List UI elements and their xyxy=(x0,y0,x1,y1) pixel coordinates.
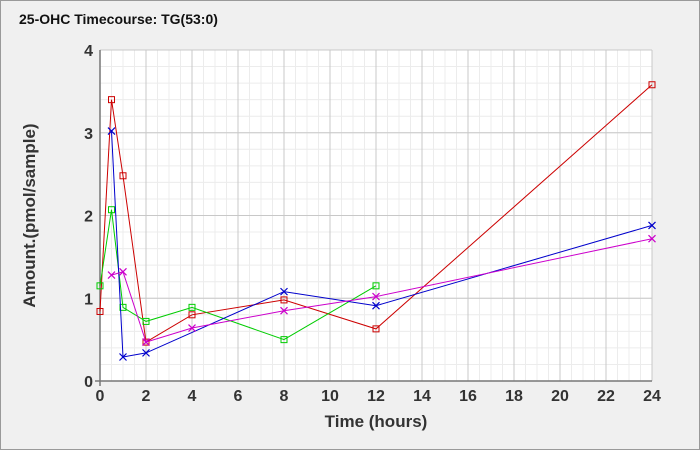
data-point-stroke xyxy=(280,306,288,315)
data-point-stroke xyxy=(119,267,127,276)
data-point xyxy=(108,206,115,214)
y-tick-label: 1 xyxy=(84,291,93,308)
y-axis-label: Amount.(pmol/sample) xyxy=(20,123,39,307)
series-4 xyxy=(107,234,656,347)
data-point xyxy=(107,271,116,280)
x-tick-label: 16 xyxy=(459,388,477,405)
x-tick-label: 22 xyxy=(597,388,615,405)
axes xyxy=(95,50,652,386)
series-3 xyxy=(107,127,656,361)
x-tick-label: 8 xyxy=(280,388,289,405)
data-point xyxy=(96,307,104,315)
data-point xyxy=(188,311,196,319)
x-tick-label: 2 xyxy=(142,388,151,405)
y-tick-label: 3 xyxy=(84,126,93,143)
x-tick-label: 14 xyxy=(413,388,431,405)
data-point xyxy=(372,292,380,301)
y-tick-label: 4 xyxy=(84,43,93,60)
data-point xyxy=(119,353,127,361)
x-tick-label: 18 xyxy=(505,388,523,405)
data-point-stroke xyxy=(107,127,116,136)
data-point-stroke xyxy=(188,324,196,332)
data-point xyxy=(648,234,656,243)
data-point xyxy=(142,348,150,357)
x-tick-label: 20 xyxy=(551,388,569,405)
data-point xyxy=(96,282,104,290)
data-point-stroke xyxy=(119,353,127,361)
series-layer xyxy=(96,81,656,361)
data-point xyxy=(108,96,115,104)
y-tick-label: 0 xyxy=(84,374,93,391)
x-tick-label: 24 xyxy=(643,388,661,405)
data-point-stroke xyxy=(142,338,150,347)
data-point-stroke xyxy=(372,301,380,310)
data-point xyxy=(142,338,150,347)
data-point xyxy=(119,267,127,276)
data-point xyxy=(280,306,288,315)
x-tick-label: 12 xyxy=(367,388,385,405)
data-point-stroke xyxy=(648,234,656,243)
data-point xyxy=(280,287,288,296)
data-point-stroke xyxy=(648,221,656,230)
data-point xyxy=(188,324,196,332)
x-tick-label: 6 xyxy=(234,388,243,405)
data-point-stroke xyxy=(107,271,116,280)
data-point xyxy=(648,81,656,89)
data-point xyxy=(372,301,380,310)
data-point xyxy=(107,127,116,136)
data-point xyxy=(188,303,196,311)
data-point xyxy=(372,282,380,290)
data-point xyxy=(119,172,127,180)
series-line xyxy=(111,131,653,358)
data-point xyxy=(372,325,380,333)
x-tick-label: 10 xyxy=(321,388,339,405)
x-tick-label: 0 xyxy=(96,388,105,405)
series-line xyxy=(99,209,377,341)
data-point-stroke xyxy=(372,292,380,301)
y-tick-label: 2 xyxy=(84,209,93,226)
data-point-stroke xyxy=(142,348,150,357)
data-point xyxy=(280,336,288,344)
data-point xyxy=(648,221,656,230)
x-axis-label: Time (hours) xyxy=(325,412,428,431)
data-point xyxy=(142,338,150,346)
chart-title: 25-OHC Timecourse: TG(53:0) xyxy=(19,11,218,27)
series-line xyxy=(99,84,653,343)
data-point-stroke xyxy=(280,287,288,296)
data-point xyxy=(142,317,150,325)
data-point xyxy=(280,296,288,304)
series-1 xyxy=(96,81,656,346)
x-tick-label: 4 xyxy=(188,388,197,405)
